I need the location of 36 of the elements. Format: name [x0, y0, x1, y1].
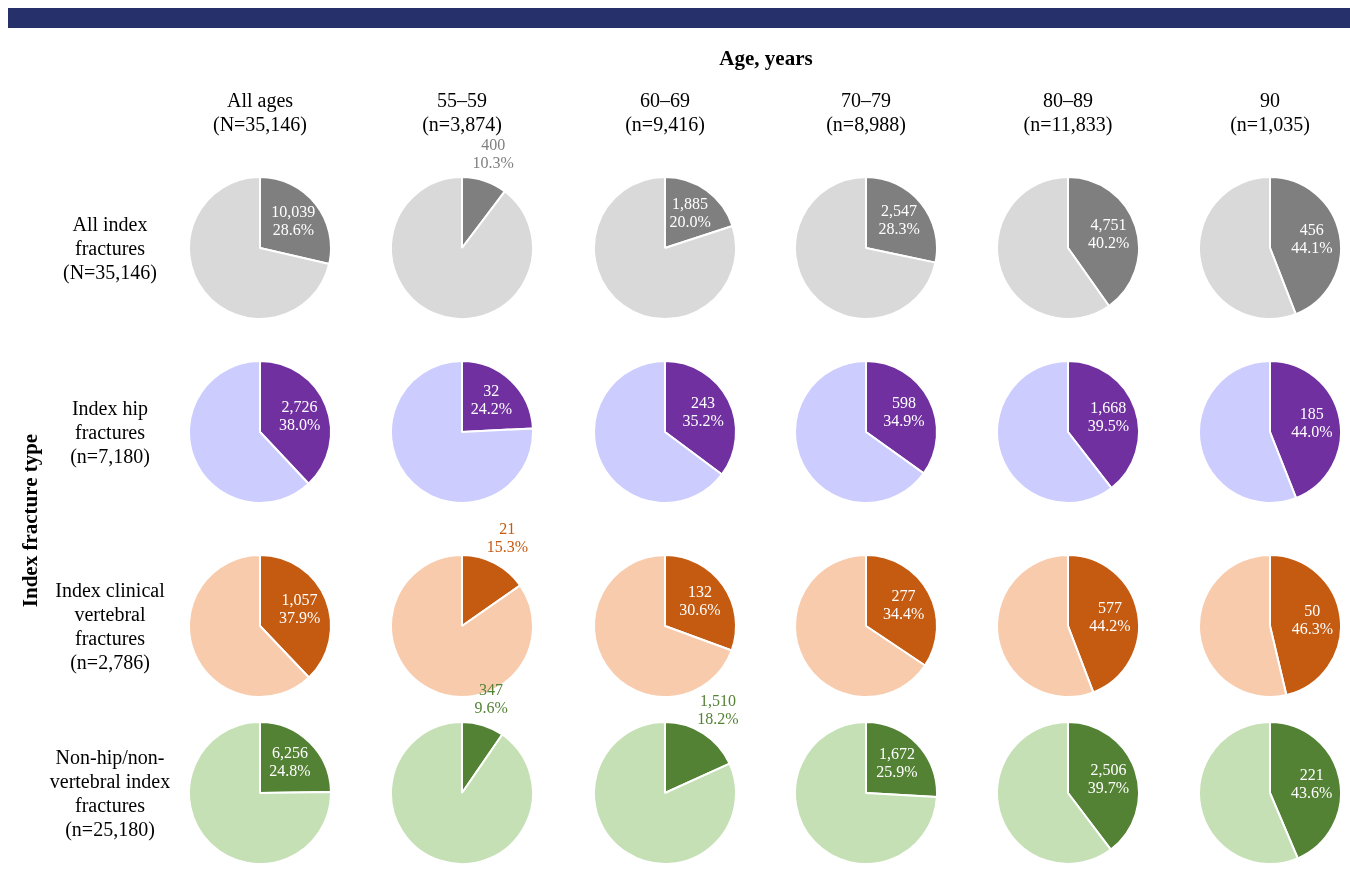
data-label: 456 44.1% — [1291, 221, 1333, 257]
data-label: 598 34.9% — [883, 393, 925, 429]
chart-title: 80–89 (n=11,833) — [1022, 88, 1114, 136]
chart-title: 55–59 (n=3,874) — [421, 88, 503, 136]
data-label: 347 9.6% — [474, 680, 508, 716]
data-label: 21 15.3% — [486, 520, 528, 556]
data-label: 185 44.0% — [1291, 405, 1333, 441]
text: Non-hip/non- vertebral index fractures (n=25,180) — [48, 745, 172, 841]
data-label: 2,547 28.3% — [878, 202, 920, 238]
chart-title: 70–79 (n=8,988) — [825, 88, 907, 136]
data-label: 1,672 25.9% — [876, 744, 918, 780]
data-label: 10,039 28.6% — [271, 202, 316, 238]
data-label: 1,885 20.0% — [669, 194, 711, 230]
chart-title: 60–69 (n=9,416) — [624, 88, 706, 136]
data-label: 2,726 38.0% — [278, 397, 321, 433]
data-label: 277 34.4% — [882, 587, 925, 623]
chart-title: All ages (N=35,146) — [211, 88, 308, 136]
data-label: 1,057 37.9% — [278, 591, 321, 627]
text: Index hip fractures (n=7,180) — [70, 397, 150, 467]
text: Index clinical vertebral fractures (n=2,786) — [55, 579, 165, 673]
text: All index fractures (N=35,146) — [61, 212, 158, 284]
chart-title: 90 (n=1,035) — [1229, 88, 1311, 136]
data-label: 1,510 18.2% — [697, 691, 739, 727]
data-label: 243 35.2% — [682, 394, 724, 430]
data-label: 4,751 40.2% — [1087, 216, 1130, 252]
data-label: 400 10.3% — [472, 136, 514, 172]
data-label: 6,256 24.8% — [269, 743, 311, 779]
data-label: 32 24.2% — [470, 382, 513, 418]
data-label: 577 44.2% — [1089, 599, 1131, 635]
text: Age, years — [718, 46, 814, 71]
data-label: 1,668 39.5% — [1087, 399, 1129, 435]
data-label: 221 43.6% — [1291, 765, 1333, 801]
data-label: 132 30.6% — [679, 582, 721, 618]
data-label: 50 46.3% — [1291, 602, 1333, 638]
text: Index fracture type — [17, 432, 43, 610]
data-label: 2,506 39.7% — [1087, 760, 1130, 796]
